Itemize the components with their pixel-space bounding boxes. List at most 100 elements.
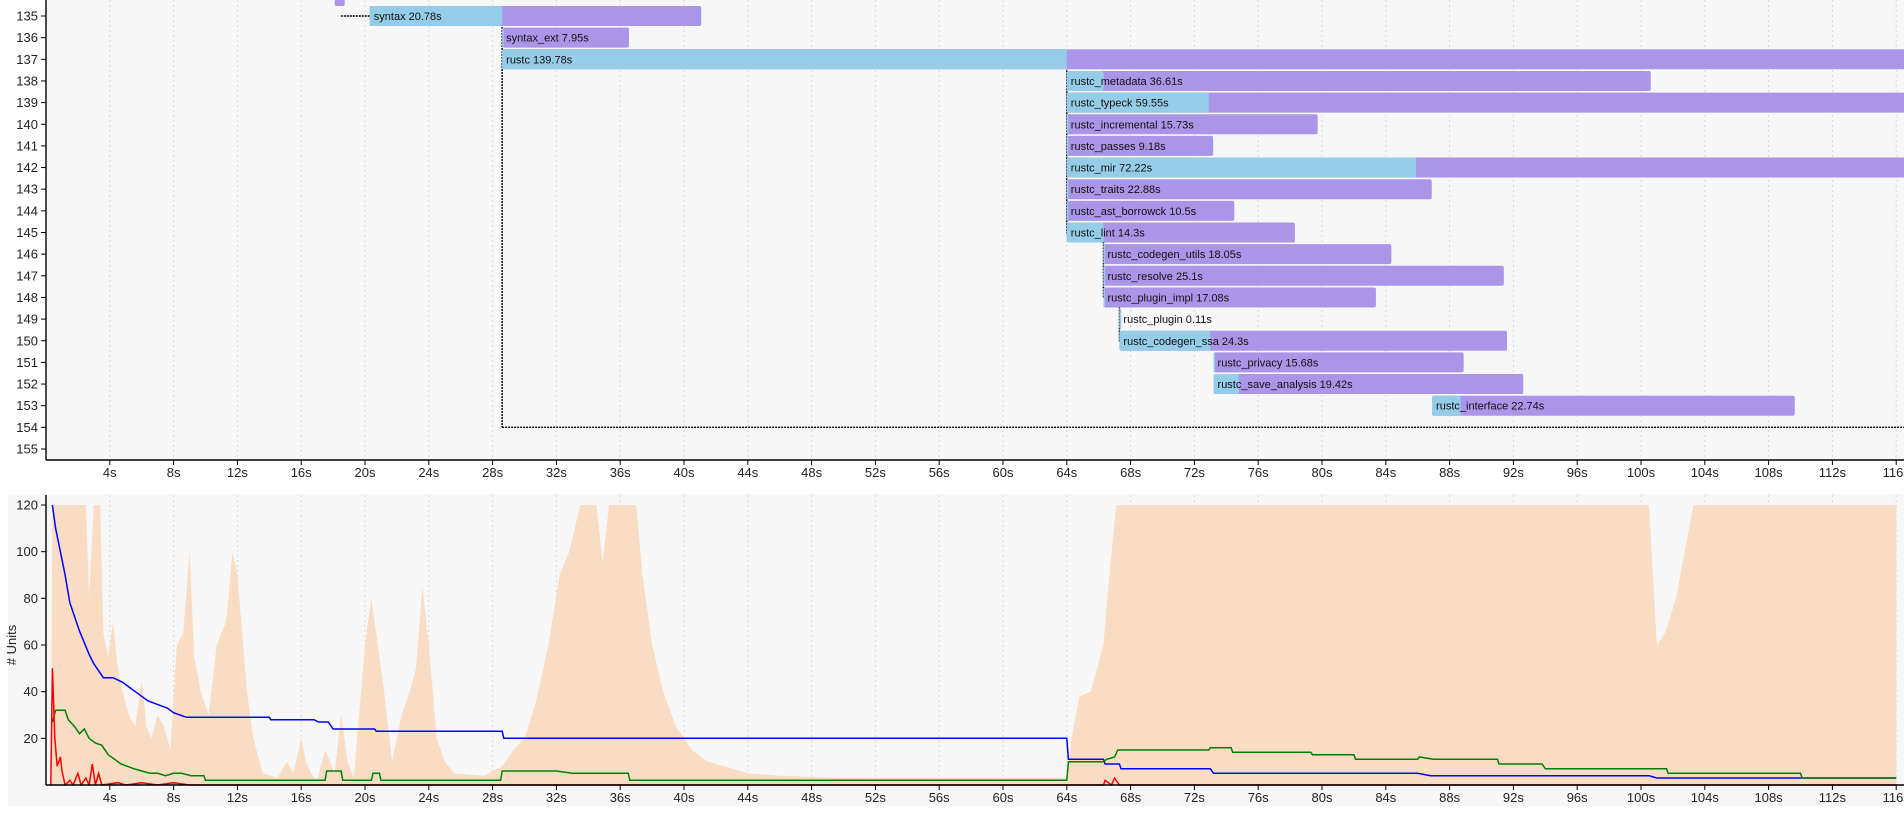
unit-bar-codegen-153 — [1432, 395, 1461, 416]
timeline-x-tick-label: 44s — [737, 465, 758, 480]
unit-bar-codegen-144 — [1066, 200, 1069, 221]
concurrency-y-tick-label: 20 — [24, 731, 38, 746]
unit-label-139: rustc_typeck 59.55s — [1071, 98, 1169, 110]
row-label-145: 145 — [16, 225, 38, 240]
concurrency-x-tick-label: 72s — [1184, 790, 1205, 805]
unit-label-140: rustc_incremental 15.73s — [1071, 119, 1194, 131]
unit-label-144: rustc_ast_borrowck 10.5s — [1071, 206, 1197, 218]
unit-timeline-chart: syntax 20.78s syntax_ext 7.95s rustc 139.7… — [16, 0, 1904, 480]
concurrency-x-tick-label: 20s — [355, 790, 376, 805]
unit-bar-codegen-147 — [1103, 265, 1106, 286]
row-label-142: 142 — [16, 160, 38, 175]
unit-label-148: rustc_plugin_impl 17.08s — [1107, 292, 1229, 304]
row-label-141: 141 — [16, 138, 38, 153]
unit-bar-codegen-152 — [1213, 374, 1240, 395]
timeline-x-tick-label: 28s — [482, 465, 503, 480]
timeline-bars: syntax 20.78s syntax_ext 7.95s rustc 139.7… — [334, 0, 1904, 416]
concurrency-x-tick-label: 60s — [993, 790, 1014, 805]
unit-label-137: rustc 139.78s — [506, 54, 573, 66]
row-label-149: 149 — [16, 312, 38, 327]
unit-bar-codegen-136 — [502, 27, 504, 48]
unit-bar-152 — [1213, 374, 1524, 395]
unit-bar-147 — [1103, 265, 1504, 286]
row-label-147: 147 — [16, 268, 38, 283]
unit-bar-codegen-146 — [1103, 244, 1106, 265]
concurrency-x-tick-label: 36s — [610, 790, 631, 805]
concurrency-x-tick-label: 12s — [227, 790, 248, 805]
concurrency-x-tick-label: 88s — [1439, 790, 1460, 805]
concurrency-y-tick-label: 40 — [24, 684, 38, 699]
concurrency-x-tick-label: 76s — [1248, 790, 1269, 805]
concurrency-x-tick-label: 92s — [1503, 790, 1524, 805]
timeline-x-tick-label: 40s — [674, 465, 695, 480]
unit-label-150: rustc_codegen_ssa 24.3s — [1123, 336, 1249, 348]
concurrency-y-axis-label: # Units — [4, 624, 19, 665]
unit-label-136: syntax_ext 7.95s — [506, 33, 589, 45]
timeline-x-tick-label: 108s — [1754, 465, 1783, 480]
unit-bar-codegen-145 — [1066, 222, 1104, 243]
concurrency-line-2 — [51, 709, 1897, 782]
unit-bar-144 — [1066, 200, 1235, 221]
unit-label-151: rustc_privacy 15.68s — [1218, 357, 1319, 369]
row-label-152: 152 — [16, 377, 38, 392]
unit-bar-148 — [1103, 287, 1376, 308]
concurrency-x-tick-label: 28s — [482, 790, 503, 805]
timeline-x-tick-label: 8s — [167, 465, 181, 480]
concurrency-chart: 20 40 60 80 100 120 4s 8s 12s 16s 20s 24s 28s 32s 36s 4… — [0, 490, 1904, 819]
unit-bar-codegen-142 — [1066, 157, 1417, 178]
timeline-x-tick-label: 88s — [1439, 465, 1460, 480]
row-label-138: 138 — [16, 73, 38, 88]
unit-bar-codegen-151 — [1213, 352, 1216, 373]
unit-bar-codegen-148 — [1103, 287, 1106, 308]
unit-bar-partial — [334, 0, 345, 6]
unit-bar-146 — [1103, 244, 1392, 265]
timeline-x-tick-label: 48s — [801, 465, 822, 480]
timeline-x-tick-label: 84s — [1375, 465, 1396, 480]
concurrency-y-tick-label: 100 — [16, 544, 38, 559]
timeline-x-tick-label: 20s — [355, 465, 376, 480]
concurrency-x-tick-label: 52s — [865, 790, 886, 805]
timeline-x-tick-label: 104s — [1691, 465, 1720, 480]
timeline-x-tick-label: 112s — [1819, 465, 1847, 480]
unit-label-135: syntax 20.78s — [374, 11, 442, 23]
timeline-x-tick-label: 4s — [103, 465, 117, 480]
unit-bar-codegen-135 — [369, 6, 503, 26]
concurrency-x-tick-label: 84s — [1375, 790, 1396, 805]
row-label-140: 140 — [16, 117, 38, 132]
row-label-144: 144 — [16, 203, 38, 218]
timeline-x-tick-label: 36s — [610, 465, 631, 480]
concurrency-x-tick-label: 4s — [103, 790, 117, 805]
concurrency-line-1 — [51, 504, 1897, 779]
row-label-150: 150 — [16, 333, 38, 348]
unit-label-142: rustc_mir 72.22s — [1071, 163, 1153, 175]
timeline-x-tick-label: 76s — [1248, 465, 1269, 480]
row-label-136: 136 — [16, 30, 38, 45]
unit-label-138: rustc_metadata 36.61s — [1071, 76, 1183, 88]
row-label-146: 146 — [16, 247, 38, 262]
timeline-x-tick-label: 68s — [1120, 465, 1141, 480]
concurrency-x-tick-label: 112s — [1819, 790, 1847, 805]
cpu-usage-area — [50, 505, 1897, 785]
row-label-154: 154 — [16, 420, 38, 435]
row-label-148: 148 — [16, 290, 38, 305]
concurrency-x-tick-label: 16s — [291, 790, 312, 805]
concurrency-y-tick-label: 60 — [24, 638, 38, 653]
timeline-x-tick-label: 80s — [1312, 465, 1333, 480]
concurrency-x-tick-label: 80s — [1312, 790, 1333, 805]
concurrency-x-tick-label: 24s — [418, 790, 439, 805]
unit-label-143: rustc_traits 22.88s — [1071, 184, 1161, 196]
concurrency-x-tick-label: 68s — [1120, 790, 1141, 805]
timeline-x-tick-label: 52s — [865, 465, 886, 480]
unit-bar-139 — [1066, 92, 1904, 113]
concurrency-x-tick-label: 32s — [546, 790, 567, 805]
timeline-x-tick-label: 24s — [418, 465, 439, 480]
concurrency-x-tick-label: 104s — [1691, 790, 1720, 805]
unit-bar-136 — [502, 27, 629, 48]
timeline-x-tick-label: 92s — [1503, 465, 1524, 480]
row-label-137: 137 — [16, 52, 38, 67]
concurrency-x-tick-label: 108s — [1754, 790, 1783, 805]
timeline-x-tick-label: 56s — [929, 465, 950, 480]
unit-bar-codegen-140 — [1066, 114, 1069, 135]
concurrency-x-tick-label: 64s — [1056, 790, 1077, 805]
